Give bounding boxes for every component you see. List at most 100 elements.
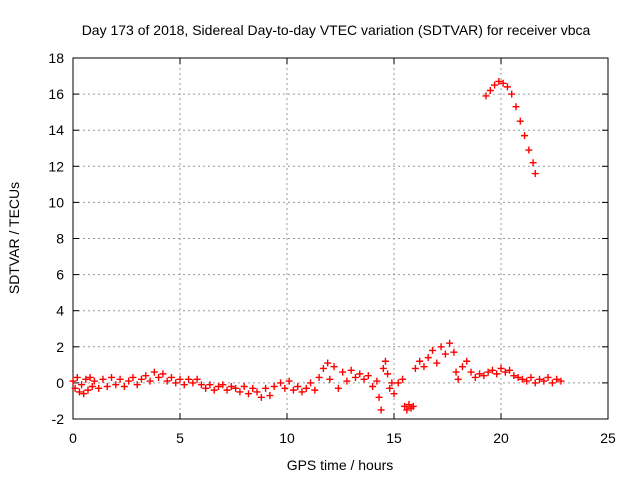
- data-point: [227, 383, 235, 391]
- data-point: [508, 90, 516, 98]
- data-point: [379, 364, 387, 372]
- data-point: [219, 381, 227, 389]
- data-point: [463, 357, 471, 365]
- data-point: [112, 381, 120, 389]
- data-point: [429, 346, 437, 354]
- data-point: [270, 383, 278, 391]
- data-point: [155, 373, 163, 381]
- data-point: [416, 357, 424, 365]
- data-point: [285, 377, 293, 385]
- data-point: [69, 377, 77, 385]
- y-axis-label: SDTVAR / TECUs: [6, 182, 22, 294]
- data-point: [441, 350, 449, 358]
- data-point: [514, 373, 522, 381]
- data-point: [471, 373, 479, 381]
- data-point: [480, 372, 488, 380]
- data-point: [384, 370, 392, 378]
- data-point: [185, 375, 193, 383]
- data-point: [375, 393, 383, 401]
- data-point: [437, 343, 445, 351]
- data-point: [82, 375, 90, 383]
- data-point: [486, 86, 494, 94]
- data-point: [399, 375, 407, 383]
- data-point: [86, 373, 94, 381]
- data-point: [557, 377, 565, 385]
- data-point: [311, 386, 319, 394]
- data-point: [347, 366, 355, 374]
- x-tick-labels: 0 5 10 15 20 25: [69, 430, 616, 446]
- data-point: [386, 384, 394, 392]
- data-point: [484, 368, 492, 376]
- data-point: [420, 363, 428, 371]
- data-point: [262, 384, 270, 392]
- y-tick-label: 0: [56, 375, 64, 391]
- data-point: [373, 377, 381, 385]
- data-points: [69, 77, 565, 414]
- data-point: [253, 388, 261, 396]
- data-point: [319, 364, 327, 372]
- y-tick-label: 18: [48, 50, 64, 66]
- data-point: [334, 384, 342, 392]
- data-point: [452, 368, 460, 376]
- data-point: [193, 375, 201, 383]
- data-point: [326, 375, 334, 383]
- data-point: [223, 386, 231, 394]
- data-point: [351, 373, 359, 381]
- data-point: [257, 393, 265, 401]
- data-point: [394, 379, 402, 387]
- x-tick-label: 15: [386, 430, 402, 446]
- data-point: [244, 390, 252, 398]
- data-point: [531, 379, 539, 387]
- data-point: [129, 373, 137, 381]
- data-point: [499, 79, 507, 87]
- data-point: [553, 375, 561, 383]
- data-point: [356, 370, 364, 378]
- data-point: [516, 117, 524, 125]
- data-point: [315, 373, 323, 381]
- x-tick-label: 0: [69, 430, 77, 446]
- data-point: [95, 384, 103, 392]
- data-point: [497, 364, 505, 372]
- data-point: [525, 146, 533, 154]
- data-point: [78, 381, 86, 389]
- data-point: [103, 383, 111, 391]
- data-point: [501, 368, 509, 376]
- data-point: [80, 390, 88, 398]
- data-point: [330, 363, 338, 371]
- y-tick-label: 4: [56, 303, 64, 319]
- data-point: [343, 377, 351, 385]
- data-point: [176, 375, 184, 383]
- data-point: [536, 375, 544, 383]
- x-tick-label: 5: [176, 430, 184, 446]
- data-point: [467, 368, 475, 376]
- data-point: [377, 406, 385, 414]
- data-point: [401, 402, 409, 410]
- data-point: [495, 77, 503, 85]
- data-point: [137, 375, 145, 383]
- data-point: [531, 170, 539, 178]
- data-point: [73, 373, 81, 381]
- data-point: [142, 372, 150, 380]
- data-point: [75, 388, 83, 396]
- data-point: [454, 375, 462, 383]
- data-point: [424, 354, 432, 362]
- data-point: [491, 81, 499, 89]
- data-point: [411, 364, 419, 372]
- data-point: [521, 132, 529, 140]
- data-point: [364, 372, 372, 380]
- data-point: [339, 368, 347, 376]
- x-tick-label: 10: [279, 430, 295, 446]
- y-tick-label: 6: [56, 267, 64, 283]
- data-point: [99, 375, 107, 383]
- data-point: [206, 381, 214, 389]
- y-tick-label: 14: [48, 122, 64, 138]
- data-point: [403, 406, 411, 414]
- data-point: [240, 383, 248, 391]
- data-point: [120, 383, 128, 391]
- data-point: [324, 359, 332, 367]
- data-point: [388, 379, 396, 387]
- data-point: [360, 375, 368, 383]
- data-point: [197, 381, 205, 389]
- data-point: [503, 83, 511, 91]
